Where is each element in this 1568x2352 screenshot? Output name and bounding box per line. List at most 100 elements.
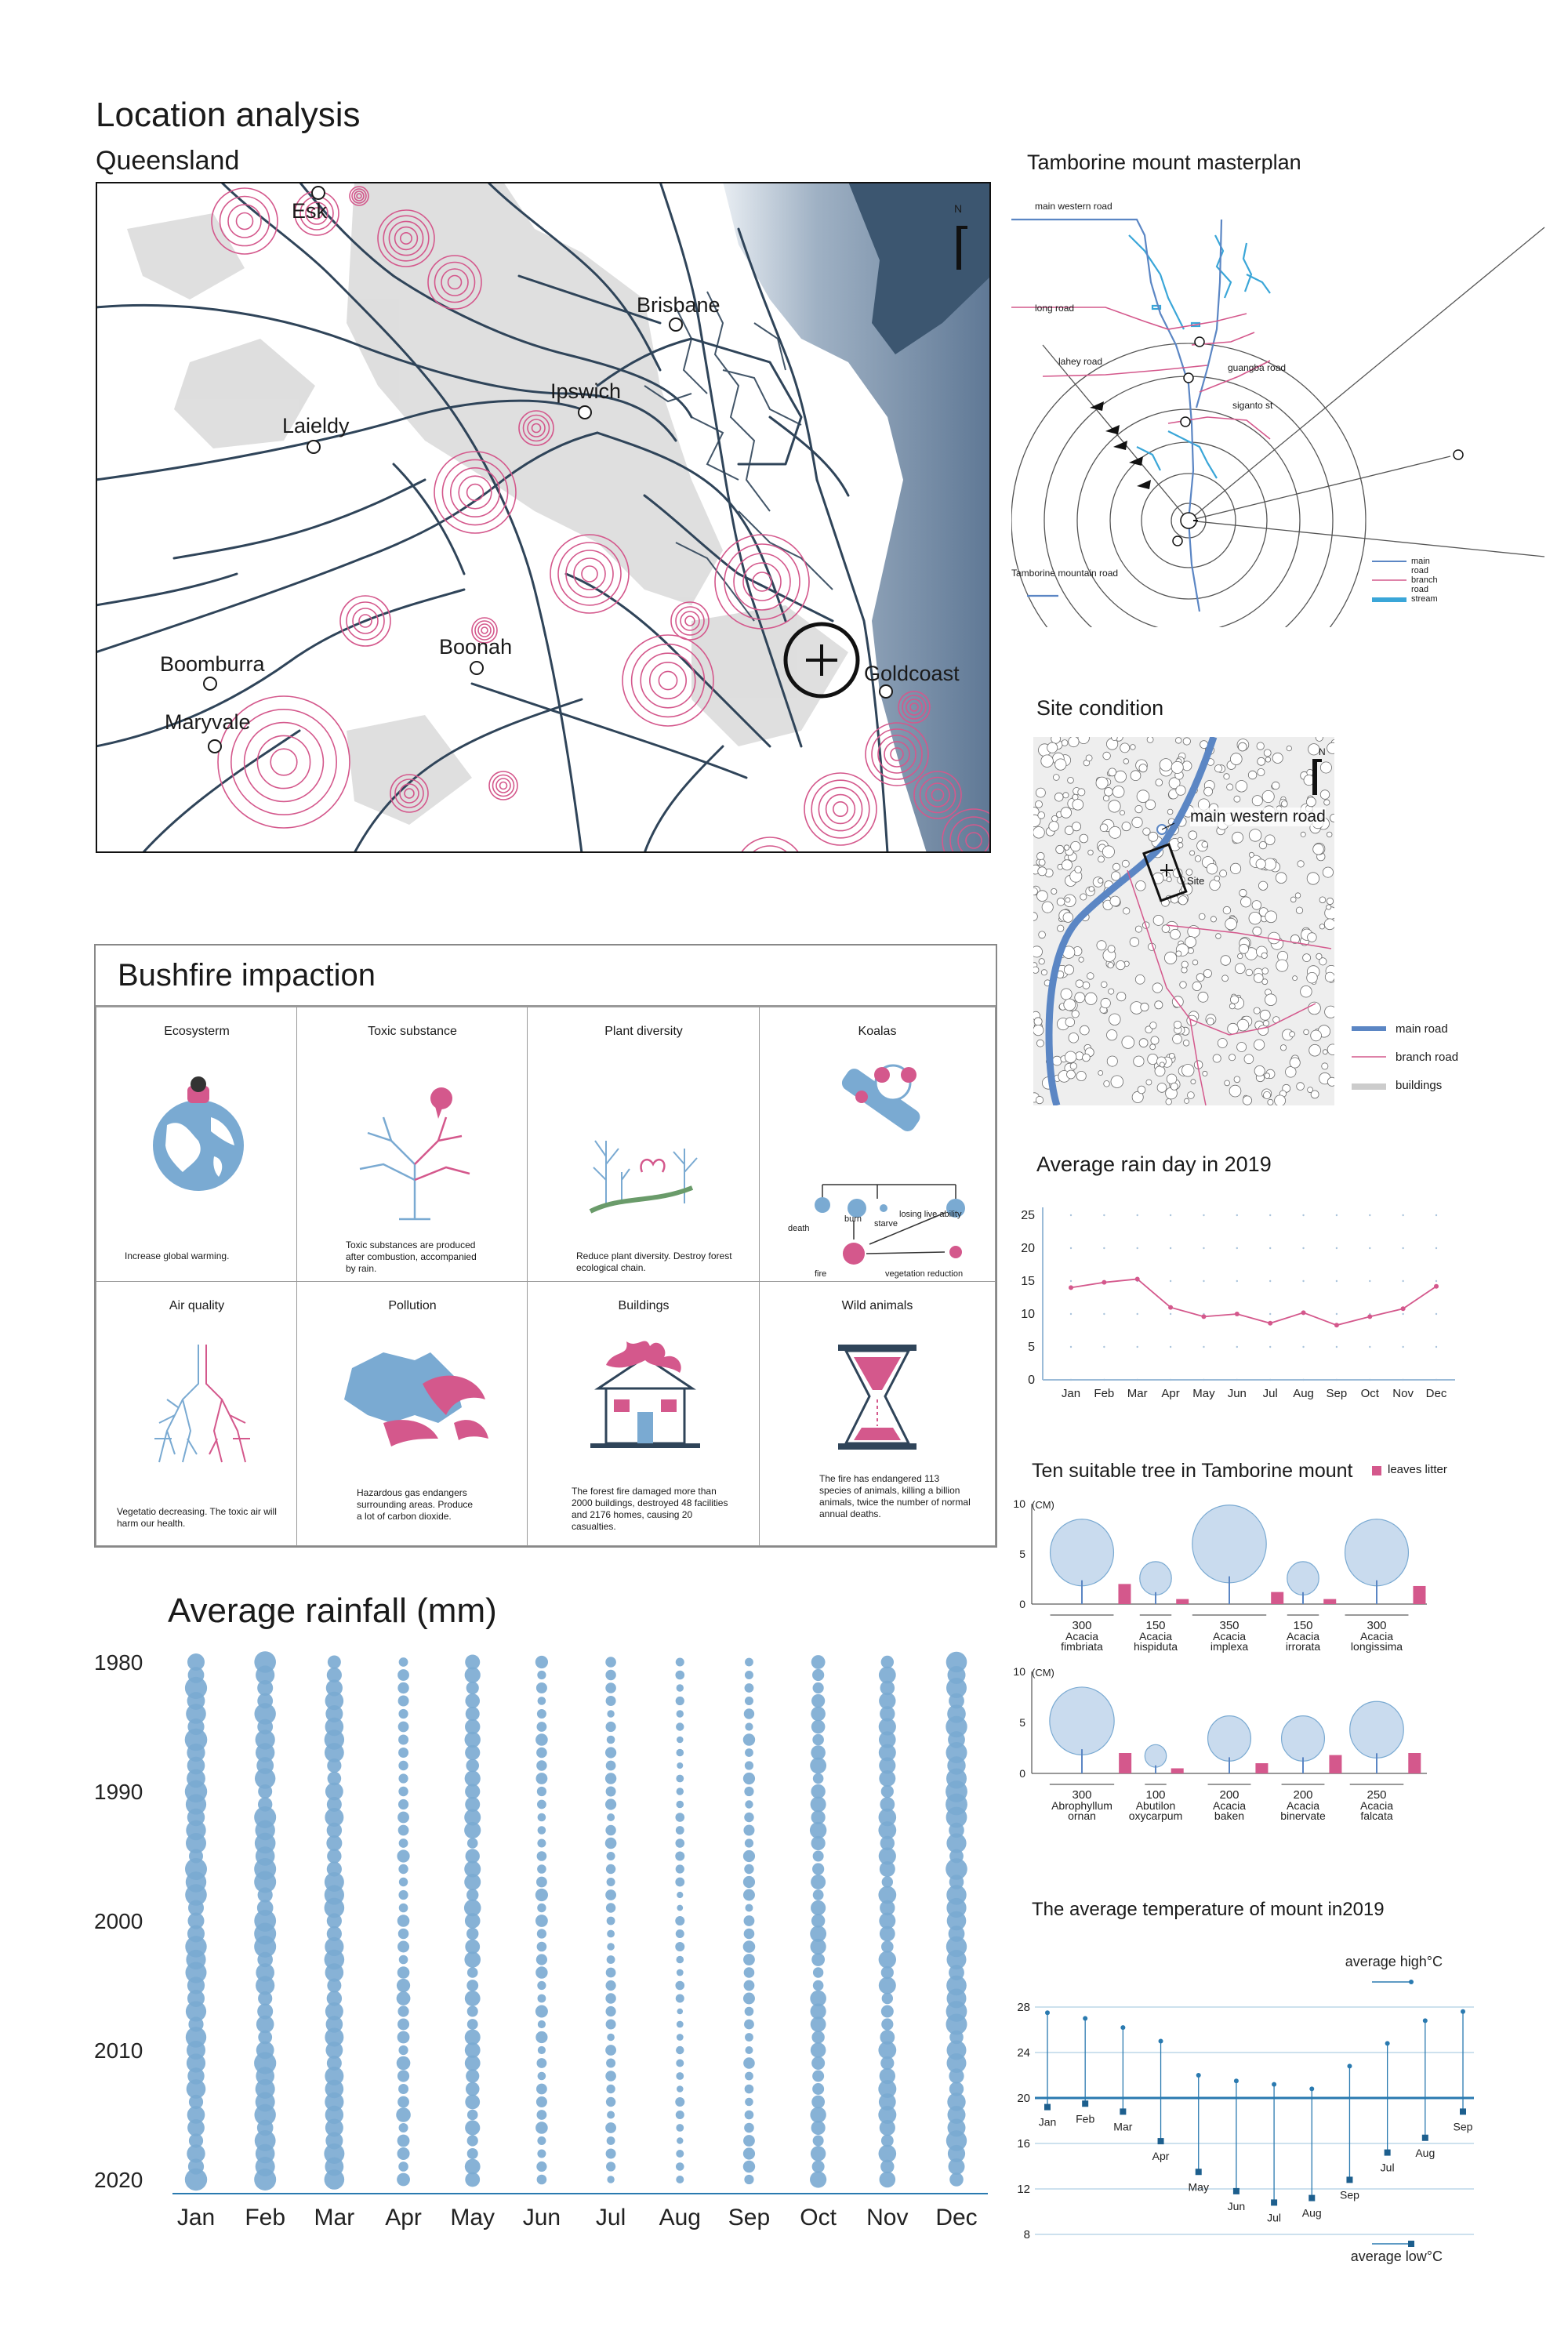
tree-mark [1251,900,1262,910]
rainday-chart: 0 5 10 15 20 25 Jan Feb Mar Apr May Jun Jul Aug Sep Oct… [1021,1207,1455,1400]
rainfall-dot [811,1953,826,1966]
tree-mark [1257,768,1265,777]
rainfall-dot [188,2133,204,2148]
rainday-grid-dot [1302,1279,1305,1283]
rainfall-dot [949,2068,964,2084]
tree-mark [1253,1039,1265,1051]
rainfall-dot [397,2096,409,2108]
cell-desc: Increase global warming. [125,1250,230,1261]
tree-mark [1239,943,1249,954]
fire-ring [477,623,492,637]
rainfall-dot [398,1903,408,1913]
bushfire-cell-pollution: Pollution Hazardous gas endangers surrou… [296,1281,528,1546]
rainfall-dot [398,1657,408,1667]
temp-month-label: Aug [1302,2207,1322,2220]
temp-legend-high: average high°C [1345,1954,1443,1969]
fire-ring [865,722,929,786]
rainfall-dot [605,2122,616,2133]
tree-mark [1033,1025,1044,1036]
legend-stream: stream [1411,594,1438,604]
tree-mark [1286,746,1292,752]
tree-mark [1065,897,1071,903]
fire-ring [670,601,710,641]
temp-month-label: Aug [1415,2147,1435,2159]
cell-title: Pollution [388,1299,437,1312]
rainfall-dot [676,1684,684,1692]
tree-mark [1275,872,1287,884]
tree-mark [1239,888,1247,898]
tree-litter-bar [1413,1585,1426,1604]
rainfall-dot [256,1963,274,1982]
tree-mark [1171,760,1184,774]
fire-ring [474,620,495,641]
rainfall-dot [465,1744,481,1761]
tree-mark [1265,757,1271,763]
tree-mark [1142,827,1151,836]
rainfall-dot [325,1691,344,1711]
tree-mark [1099,823,1109,833]
tree-mark [1080,1025,1090,1036]
rainfall-dot [187,2067,205,2085]
tree-mark [1179,981,1187,989]
rainfall-dot [398,1708,408,1719]
rainfall-dot [604,1747,617,1759]
tree-mark [1041,901,1054,913]
place-esk: Esk [292,199,328,223]
cell-title: Ecosysterm [164,1025,230,1038]
tree-mark [1156,1083,1167,1093]
tree-mark [1150,1036,1160,1045]
fire-ring [427,255,482,310]
tree-name-label: hispiduta [1134,1640,1178,1653]
tree-mark [1217,1038,1228,1048]
koala-burn-label: burn [844,1214,862,1224]
tree-mark [1254,1065,1265,1076]
rainfall-dot [744,2019,754,2030]
fire-ring [640,652,696,709]
fire-ring [832,800,848,817]
cell-desc: Toxic substances are produced after comb… [346,1240,477,1274]
rainfall-dot [254,1936,277,1958]
rainfall-dot [881,2018,894,2031]
tree-mark [1064,826,1074,835]
tree-mark [1202,1070,1208,1076]
tree-mark [1174,737,1182,744]
rainfall-dot [744,2174,754,2185]
bushfire-cell-air: Air quality Vegetatio decreasing. The to… [96,1281,298,1546]
place-brisbane: Brisbane [637,293,720,317]
fire-ring [913,771,962,819]
tree-mark [1111,871,1121,881]
tree-mark [1054,758,1067,771]
rainfall-dot [811,1900,826,1916]
tree-mark [1062,912,1074,923]
rainfall-dot [604,1798,617,1810]
tree-mark [1248,829,1262,842]
temp-low-point [1157,2138,1164,2145]
site-map[interactable]: N main western road Site [1033,737,1334,1105]
rainfall-dot [325,2079,344,2099]
tree-mark [1188,830,1198,840]
rainfall-dot [809,1821,827,1839]
koala-starve-label: starve [874,1219,898,1229]
tree-mark [1062,792,1069,799]
rainday-grid-dot [1402,1345,1404,1348]
rainday-point [1168,1305,1174,1310]
tree-mark [1121,859,1130,868]
tree-mark [1075,979,1084,988]
masterplan-road-siganto: siganto st [1232,400,1273,411]
rainfall-dot [465,1797,481,1812]
fire-ring [581,565,598,583]
rainfall-dot [607,2111,615,2119]
rainfall-dot [745,2033,753,2042]
tree-mark [1251,795,1263,807]
tree-name-label: Abrophyllum [1051,1799,1112,1812]
rainfall-dot [676,1800,684,1809]
tree-mark [1285,1066,1297,1078]
queensland-map[interactable]: N Esk Brisbane Ipswich Laieldy Boonah Bo… [96,182,991,853]
rainfall-dot [466,1967,478,1978]
rainfall-dot [880,1835,895,1851]
tree-mark [1134,925,1142,933]
tree-mark [1206,862,1218,875]
rainfall-dot [605,1993,616,2004]
tree-mark [1164,951,1178,964]
tree-mark [1226,783,1234,791]
